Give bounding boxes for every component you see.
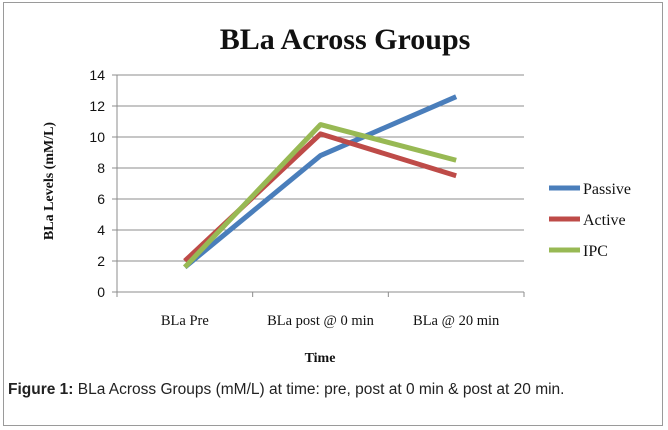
legend-label-ipc: IPC (583, 243, 608, 260)
legend-label-active: Active (583, 212, 626, 229)
y-tick-label: 8 (97, 160, 105, 176)
line-chart: BLa Across Groups BLa Levels (mM/L) Time… (42, 23, 631, 366)
y-tick-label: 6 (97, 191, 105, 207)
caption-label: Figure 1: (8, 381, 74, 398)
figure-caption: Figure 1: BLa Across Groups (mM/L) at ti… (8, 380, 656, 400)
x-tick-label: BLa post @ 0 min (267, 313, 375, 329)
y-tick-label: 12 (89, 98, 105, 114)
figure-frame (3, 2, 663, 426)
x-axis-label: Time (305, 351, 336, 366)
series-line-passive (183, 94, 458, 270)
grid-layer (117, 74, 524, 262)
y-tick-label: 4 (97, 222, 105, 238)
axis-layer: 0 2 4 6 8 10 12 14 BLa Pre BLa post @ 0 min BLa @ … (89, 67, 525, 329)
chart-title: BLa Across Groups (220, 23, 471, 56)
y-tick-label: 2 (97, 253, 105, 269)
caption-text: BLa Across Groups (mM/L) at time: pre, p… (73, 381, 565, 398)
y-tick-label: 10 (89, 129, 105, 145)
y-tick-label: 14 (89, 67, 105, 83)
legend-label-passive: Passive (583, 181, 631, 198)
x-tick-label: BLa @ 20 min (413, 313, 500, 329)
y-axis-label: BLa Levels (mM/L) (42, 122, 57, 241)
y-tick-label: 0 (97, 284, 105, 300)
x-tick-label: BLa Pre (161, 313, 209, 329)
series-line-ipc (183, 122, 457, 269)
legend: Passive Active IPC (549, 181, 631, 260)
series-layer (183, 94, 458, 270)
